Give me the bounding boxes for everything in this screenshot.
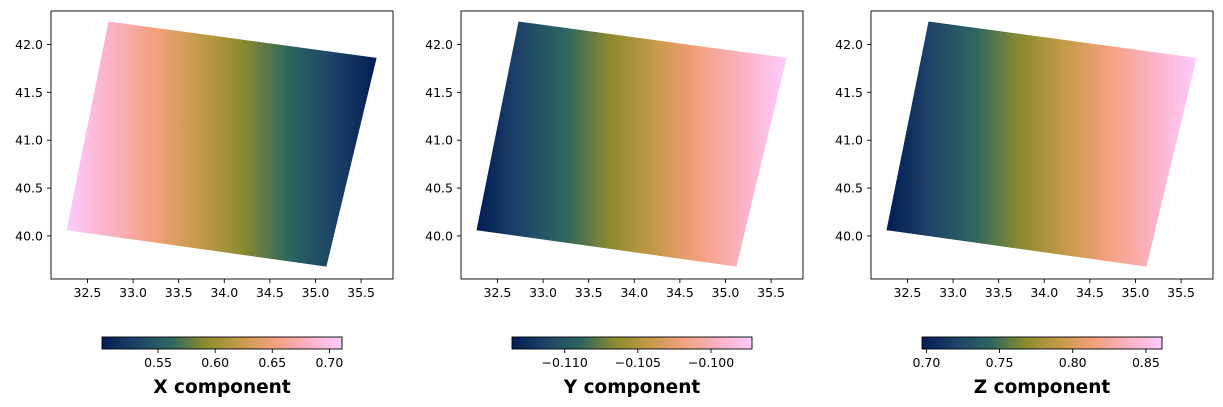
colorbar-tick-label: −0.105	[615, 355, 661, 370]
colorbar-label: X component	[153, 377, 290, 398]
colorbar-tick-label: 0.70	[912, 355, 940, 370]
x-tick-label: 34.0	[210, 285, 238, 300]
colorbar: 0.70 0.75 0.80 0.85 Z component	[912, 336, 1163, 398]
chart-panel-3: 32.5 33.0 33.5 34.0 34.5 35.0 35.5 40.0 40.5 41.0…	[835, 10, 1214, 398]
colorbar-tick-label: 0.80	[1059, 355, 1087, 370]
colorbar: 0.55 0.60 0.65 0.70 X component	[101, 336, 344, 398]
y-tick-label: 41.0	[835, 133, 863, 148]
x-tick-label: 33.0	[529, 285, 557, 300]
x-tick-label: 33.0	[939, 285, 967, 300]
x-tick-label: 34.5	[666, 285, 694, 300]
colorbar-tick-label: −0.110	[542, 355, 588, 370]
y-tick-label: 42.0	[425, 37, 453, 52]
chart-panel-1: 32.5 33.0 33.5 34.0 34.5 35.0 35.5 40.0 40.5 41.0…	[15, 10, 394, 398]
axes-frame	[460, 10, 804, 280]
x-tick-label: 33.5	[575, 285, 603, 300]
x-tick-label: 34.5	[256, 285, 284, 300]
colorbar-bar	[511, 336, 753, 350]
x-tick-label: 33.0	[119, 285, 147, 300]
y-tick-label: 42.0	[15, 37, 43, 52]
colorbar-tick-label: −0.100	[688, 355, 734, 370]
x-tick-label: 33.5	[165, 285, 193, 300]
axes-frame	[870, 10, 1214, 280]
y-tick-label: 41.5	[835, 85, 863, 100]
x-tick-label: 34.0	[620, 285, 648, 300]
colorbar-tick-label: 0.65	[258, 355, 286, 370]
colorbar-tick-label: 0.75	[986, 355, 1014, 370]
y-tick-label: 40.5	[15, 181, 43, 196]
y-tick-label: 40.5	[425, 181, 453, 196]
y-tick-label: 42.0	[835, 37, 863, 52]
colorbar: −0.110 −0.105 −0.100 Y component	[511, 336, 753, 398]
colorbar-bar	[921, 336, 1163, 350]
x-tick-label: 34.5	[1076, 285, 1104, 300]
chart-panel-2: 32.5 33.0 33.5 34.0 34.5 35.0 35.5 40.0 40.5 41.0…	[425, 10, 804, 398]
x-tick-label: 35.0	[712, 285, 740, 300]
y-tick-label: 40.5	[835, 181, 863, 196]
colorbar-bar	[101, 336, 343, 350]
x-tick-label: 32.5	[74, 285, 102, 300]
colorbar-tick-label: 0.55	[144, 355, 172, 370]
data-region	[886, 21, 1197, 267]
colorbar-tick-label: 0.60	[201, 355, 229, 370]
colorbar-label: Y component	[563, 377, 701, 398]
x-tick-label: 33.5	[985, 285, 1013, 300]
y-tick-label: 41.5	[425, 85, 453, 100]
y-tick-label: 40.0	[835, 228, 863, 243]
x-tick-label: 35.0	[302, 285, 330, 300]
x-tick-label: 34.0	[1030, 285, 1058, 300]
colorbar-tick-label: 0.85	[1132, 355, 1160, 370]
y-tick-label: 41.5	[15, 85, 43, 100]
x-tick-label: 35.0	[1122, 285, 1150, 300]
x-tick-label: 35.5	[347, 285, 375, 300]
colorbar-label: Z component	[974, 377, 1111, 398]
y-tick-label: 40.0	[15, 228, 43, 243]
y-tick-label: 40.0	[425, 228, 453, 243]
axes-frame	[50, 10, 394, 280]
x-tick-label: 35.5	[757, 285, 785, 300]
data-region	[476, 21, 787, 267]
x-tick-label: 32.5	[894, 285, 922, 300]
y-tick-label: 41.0	[15, 133, 43, 148]
y-tick-label: 41.0	[425, 133, 453, 148]
data-region	[66, 21, 377, 267]
colorbar-tick-label: 0.70	[316, 355, 344, 370]
x-tick-label: 35.5	[1167, 285, 1195, 300]
x-tick-label: 32.5	[484, 285, 512, 300]
